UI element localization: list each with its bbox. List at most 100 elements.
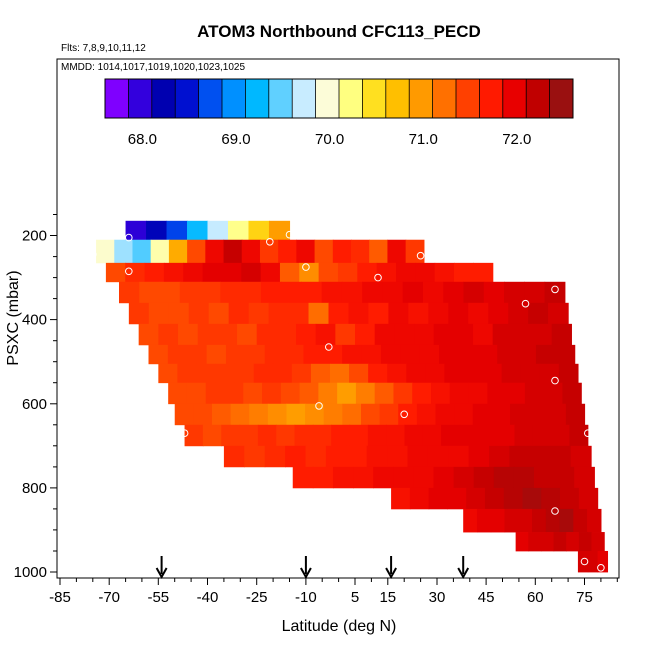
heatmap-cell [200, 281, 221, 304]
colorbar-swatch [128, 79, 153, 118]
heatmap-cell [548, 302, 569, 325]
heatmap-cell [406, 363, 426, 384]
heatmap-cell [228, 302, 250, 325]
colorbar-swatch [385, 79, 410, 118]
sample-point [374, 273, 382, 282]
heatmap-cell [303, 344, 324, 365]
heatmap-cell [545, 508, 561, 533]
heatmap-cell [197, 323, 218, 346]
heatmap-cell [569, 424, 589, 447]
sample-point [597, 564, 605, 572]
heatmap-cell [183, 262, 204, 283]
heatmap-cell [148, 344, 169, 365]
heatmap-cell [305, 445, 327, 468]
flight-marker-arrow [155, 556, 168, 580]
heatmap-cell [387, 239, 407, 264]
heatmap-cell [565, 403, 586, 426]
heatmap-cell [368, 363, 388, 384]
heatmap-cell [553, 532, 567, 552]
heatmap-cell [369, 239, 389, 264]
x-tick-label: 60 [527, 589, 544, 606]
heatmap-cell [207, 220, 229, 241]
heatmap-cell [408, 302, 429, 325]
heatmap-cell [496, 424, 516, 447]
x-tick-label: -85 [49, 589, 71, 606]
heatmap-cell [449, 382, 470, 405]
heatmap-cell [342, 403, 362, 426]
heatmap-cell [540, 532, 555, 552]
heatmap-cell [487, 382, 507, 405]
x-tick-label: 45 [478, 589, 495, 606]
heatmap-cell [342, 344, 363, 365]
heatmap-cell [433, 323, 454, 346]
heatmap-cell [570, 445, 592, 468]
heatmap-cell [458, 344, 479, 365]
heatmap-cell [260, 281, 282, 304]
heatmap-cell [228, 220, 250, 241]
x-tick-label: -55 [147, 589, 169, 606]
heatmap-cell [419, 344, 440, 365]
heatmap-cell [294, 424, 314, 447]
sample-point [325, 343, 333, 351]
heatmap-cell [520, 363, 541, 384]
heatmap-cell [187, 220, 209, 241]
sample-point [400, 410, 409, 419]
heatmap-cell [132, 239, 152, 264]
colorbar-tick-label: 70.0 [315, 131, 344, 148]
sample-point [266, 238, 274, 246]
colorbar-swatch [268, 79, 293, 118]
heatmap-cell [514, 424, 534, 447]
heatmap-cell [551, 323, 572, 346]
heatmap-layer [96, 220, 609, 573]
heatmap-cell [433, 466, 455, 489]
heatmap-cell [168, 302, 190, 325]
heatmap-cell [483, 281, 505, 304]
heatmap-cell [346, 445, 368, 468]
heatmap-cell [262, 382, 282, 405]
y-tick-label: 200 [22, 228, 47, 245]
sample-point [584, 429, 592, 438]
heatmap-cell [512, 323, 533, 346]
heatmap-cell [376, 262, 397, 283]
y-tick-label: 1000 [14, 564, 47, 581]
heatmap-cell [256, 323, 277, 346]
heatmap-cell [448, 302, 469, 325]
heatmap-cell [248, 302, 270, 325]
sample-point [551, 285, 559, 294]
heatmap-cell [518, 508, 533, 533]
heatmap-cell [513, 466, 535, 489]
heatmap-cell [482, 363, 503, 384]
heatmap-cell [276, 323, 297, 346]
heatmap-cell [119, 281, 140, 304]
colorbar-swatch [526, 79, 551, 118]
heatmap-cell [150, 239, 170, 264]
heatmap-cell [223, 445, 245, 468]
heatmap-cell [328, 302, 350, 325]
heatmap-cell [325, 445, 347, 468]
heatmap-cell [96, 239, 115, 264]
heatmap-cell [477, 424, 497, 447]
heatmap-cell [463, 363, 484, 384]
heatmap-cell [447, 487, 467, 510]
heatmap-cell [264, 445, 286, 468]
sample-point [285, 230, 294, 239]
heatmap-cell [391, 487, 411, 510]
colorbar-swatch [175, 79, 200, 118]
heatmap-cell [225, 344, 246, 365]
heatmap-cell [355, 323, 376, 346]
heatmap-cell [425, 363, 446, 384]
heatmap-cell [573, 508, 588, 533]
heatmap-cell [382, 281, 404, 304]
heatmap-cell [402, 281, 424, 304]
heatmap-cell [267, 403, 288, 426]
colorbar-swatch [151, 79, 176, 118]
heatmap-cell [468, 302, 489, 325]
flight-marker-head [457, 567, 470, 580]
heatmap-cell [566, 532, 580, 552]
colorbar-tick-label: 71.0 [409, 131, 438, 148]
heatmap-cell [387, 363, 407, 384]
heatmap-cell [428, 302, 449, 325]
heatmap-cell [321, 281, 343, 304]
heatmap-cell [349, 363, 369, 384]
sample-point [125, 233, 133, 242]
